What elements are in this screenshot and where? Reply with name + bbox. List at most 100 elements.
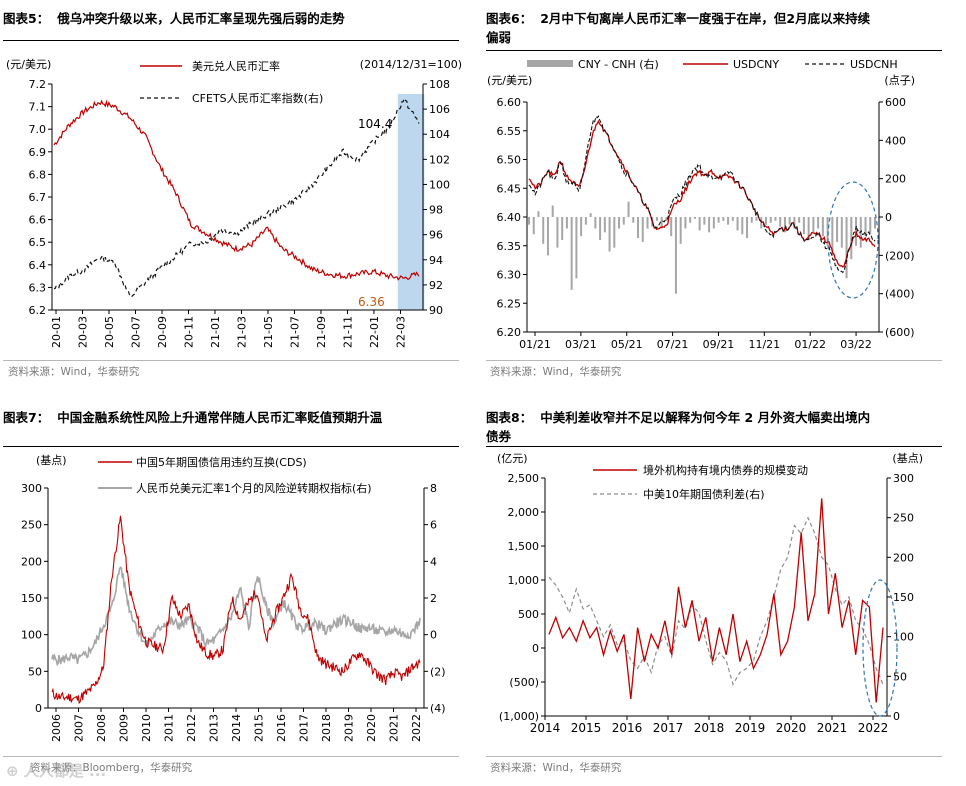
fig6-ytick-right-label: 600	[885, 96, 906, 109]
fig6-legend-usdcny-label: USDCNY	[733, 58, 779, 71]
fig6-bar-cny-cnh	[528, 217, 530, 225]
fig6-ytick-right-label: (400)	[885, 288, 915, 301]
fig7-ytick-right-label: (2)	[430, 665, 446, 678]
fig5-top-rule	[3, 40, 459, 41]
fig5-ytick-left-label: 7.0	[29, 123, 47, 136]
fig8-ytick-right-label: 50	[893, 670, 907, 683]
fig6-chart: 6.60 6.55 6.50 6.45 6.40 6.35 6.30 6.25 6.20 600 4…	[487, 57, 915, 351]
fig6-bar-cny-cnh	[684, 217, 687, 229]
fig6-xtick-label: 03/21	[565, 338, 597, 351]
fig6-bar-cny-cnh	[831, 217, 834, 256]
fig8-ytick-right-label: 150	[893, 591, 914, 604]
fig6-bar-cny-cnh	[599, 217, 602, 240]
fig6-ytick-left-label: 6.45	[497, 182, 522, 195]
fig6-bar-cny-cnh	[779, 217, 782, 227]
fig7-ylabel-left: (基点)	[36, 454, 67, 467]
fig6-highlight-ellipse	[827, 181, 879, 299]
fig6-ylabel-left: (元/美元)	[487, 74, 532, 87]
fig8-ytick-right-label: 100	[893, 631, 914, 644]
fig5-ytick-left-label: 6.8	[29, 168, 47, 181]
fig7-ytick-left-label: 150	[21, 592, 42, 605]
fig6-bar-cny-cnh	[760, 217, 763, 229]
fig7-xtick-label: 2012	[185, 714, 198, 742]
fig6-bar-cny-cnh	[731, 217, 734, 221]
fig6-ytick-left-label: 6.50	[497, 154, 522, 167]
fig6-bar-cny-cnh	[708, 217, 711, 233]
fig5-xtick-label: 20-03	[76, 316, 89, 348]
fig6-series-usdcny-line	[528, 119, 876, 268]
fig8-ytick-left-label: (500)	[509, 676, 539, 689]
fig6-bar-cny-cnh	[575, 217, 578, 279]
fig8-ytick-right-label: 250	[893, 512, 914, 525]
fig6-bar-cny-cnh	[826, 217, 829, 246]
fig7-ytick-right-label: (4)	[430, 702, 446, 715]
fig7-xtick-label: 2013	[208, 714, 221, 742]
fig5-ytick-right-label: 100	[429, 178, 450, 191]
fig5-xtick-label: 21-05	[262, 316, 275, 348]
fig8-xtick-label: 2016	[612, 721, 643, 735]
fig6-bar-cny-cnh	[693, 217, 696, 219]
fig5-xtick-label: 20-05	[103, 316, 116, 348]
fig5-xtick-label: 21-03	[235, 316, 248, 348]
fig6-bar-cny-cnh	[836, 217, 839, 242]
fig6-bar-cny-cnh	[774, 217, 777, 221]
fig8-top-rule	[486, 446, 942, 447]
fig6-xtick-label: 01/21	[519, 338, 551, 351]
fig5-ytick-right-label: 90	[429, 304, 443, 317]
fig5-ytick-right-label: 102	[429, 153, 450, 166]
fig7-ytick-left-label: 100	[21, 629, 42, 642]
fig7-xtick-label: 2016	[275, 714, 288, 742]
fig6-bar-cny-cnh	[722, 217, 725, 221]
fig6-bar-cny-cnh	[603, 217, 606, 233]
fig7-xtick-label: 2021	[388, 714, 401, 742]
fig7-ytick-right-label: 8	[430, 482, 437, 495]
fig6-bar-cny-cnh	[727, 217, 730, 225]
fig6-bar-cny-cnh	[537, 211, 540, 217]
fig6-ytick-left-label: 6.25	[497, 297, 522, 310]
fig7-xtick-label: 2018	[320, 714, 333, 742]
fig7-xtick-label: 2010	[140, 714, 153, 742]
fig8-xtick-label: 2021	[817, 721, 848, 735]
fig6-bar-cny-cnh	[637, 217, 640, 239]
fig5-ytick-left-label: 6.7	[29, 191, 47, 204]
fig7-xtick-label: 2019	[343, 714, 356, 742]
fig6-bar-cny-cnh	[850, 217, 853, 260]
fig6-bar-cny-cnh	[793, 217, 796, 229]
fig5-ytick-right-label: 96	[429, 229, 443, 242]
fig6-title-line1: 2月中下旬离岸人民币汇率一度强于在岸，但2月底以来持续	[540, 11, 871, 26]
fig7-legend-rr-label: 人民币兑美元汇率1个月的风险逆转期权指标(右)	[136, 481, 372, 495]
fig5-ylabel-right: (2014/12/31=100)	[360, 58, 462, 71]
fig6-bar-cny-cnh	[698, 217, 701, 231]
fig6-bar-cny-cnh	[584, 217, 587, 225]
fig6-ytick-right-label: 400	[885, 134, 906, 147]
fig6-bar-cny-cnh	[689, 217, 692, 223]
fig7-xtick-label: 2009	[118, 714, 131, 742]
fig6-bar-cny-cnh	[807, 217, 810, 240]
fig5-chart: 7.2 7.1 7.0 6.9 6.8 6.7 6.6 6.5 6.4 6.3 6.2 108 106 1…	[6, 58, 462, 348]
fig6-bar-cny-cnh	[764, 217, 767, 225]
fig7-xtick-label: 2008	[95, 714, 108, 742]
fig7-xtick-label: 2020	[365, 714, 378, 742]
fig5-ytick-left-label: 6.3	[29, 281, 47, 294]
fig5-ytick-right-label: 104	[429, 128, 450, 141]
fig5-ylabel-left: (元/美元)	[6, 58, 51, 71]
fig8-ytick-left-label: 500	[518, 608, 539, 621]
fig6-xtick-label: 05/21	[611, 338, 643, 351]
fig5-shaded-period	[397, 94, 425, 310]
fig8-bottom-rule	[486, 756, 942, 757]
fig5-bottom-rule	[3, 360, 459, 361]
fig6-bar-cny-cnh	[570, 217, 573, 290]
fig6-bar-cny-cnh	[565, 217, 568, 229]
fig6-bar-cny-cnh	[589, 213, 592, 217]
fig6-legend-bar-swatch	[527, 60, 573, 67]
fig6-bar-cny-cnh	[864, 217, 867, 237]
fig6-ytick-right-label: (600)	[885, 326, 915, 339]
fig6-bar-cny-cnh	[655, 217, 658, 221]
fig8-ytick-left-label: (1,000)	[499, 710, 539, 723]
fig6-bar-cny-cnh	[608, 217, 611, 252]
fig8-xtick-label: 2015	[571, 721, 602, 735]
fig5-ytick-left-label: 6.5	[29, 236, 47, 249]
fig6-ytick-left-label: 6.20	[497, 326, 522, 339]
fig7-ytick-left-label: 250	[21, 519, 42, 532]
fig6-xtick-label: 03/22	[840, 338, 872, 351]
